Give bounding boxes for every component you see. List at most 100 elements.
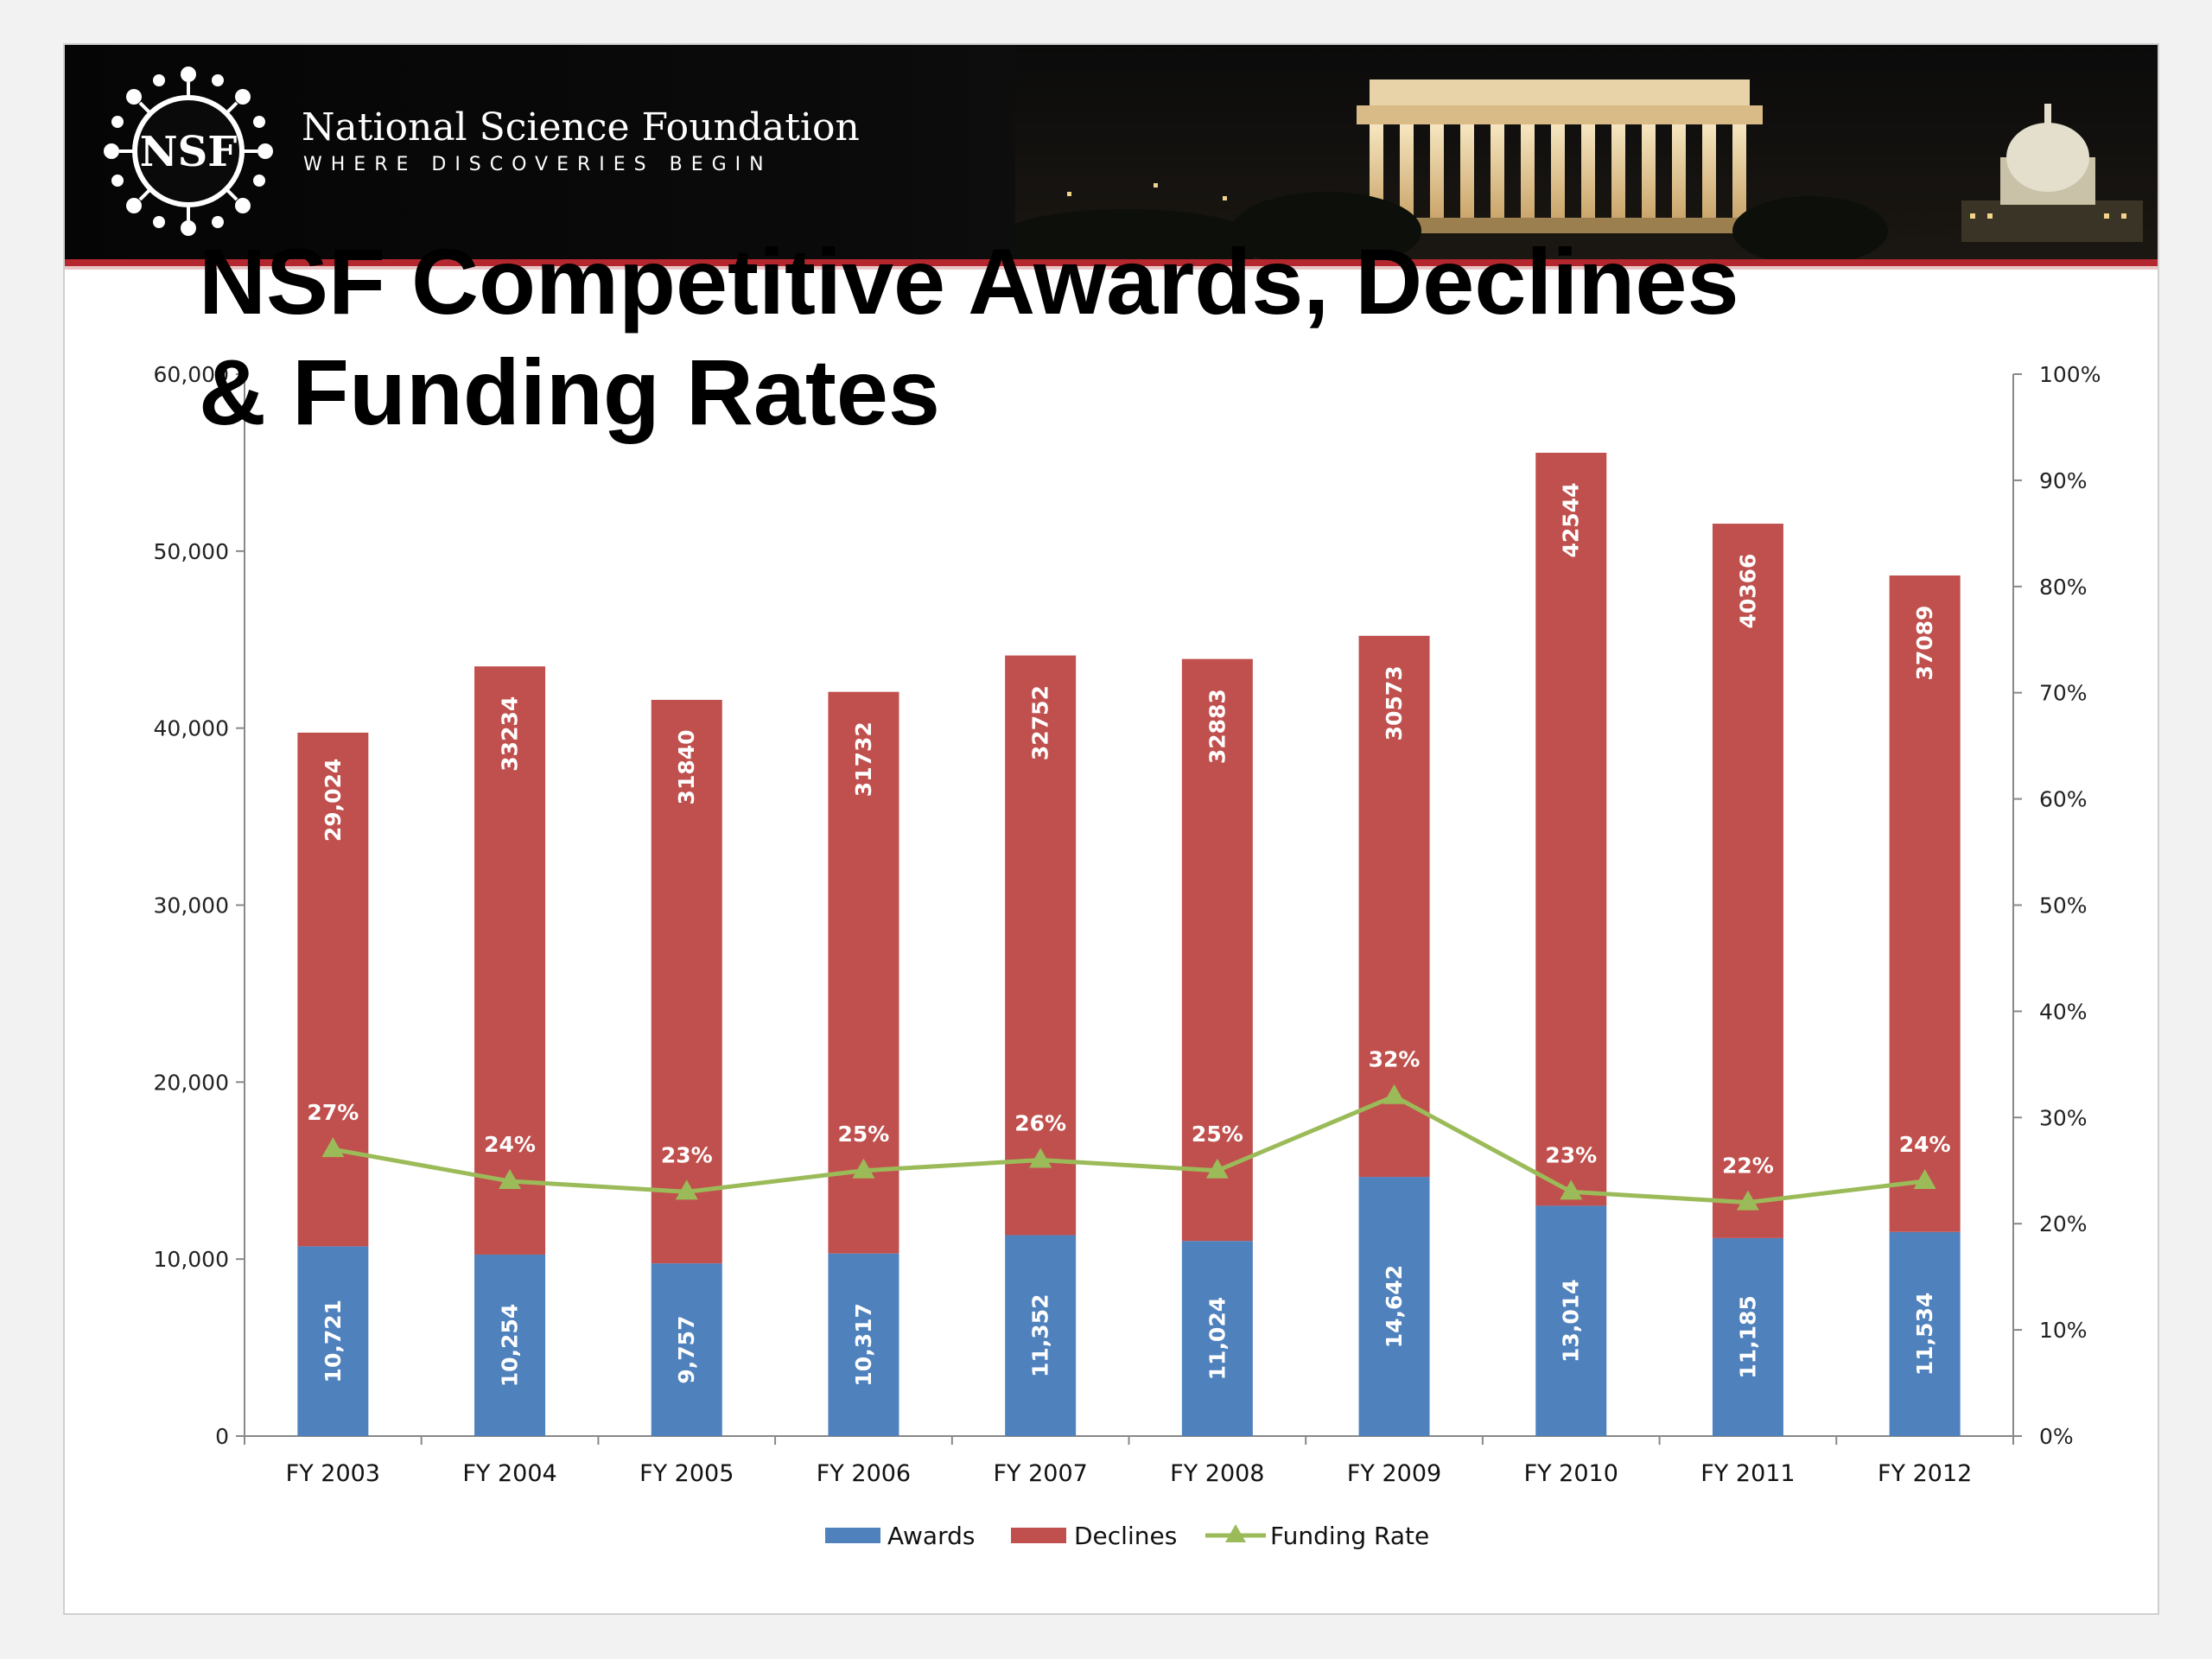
- chart-legend: Awards Declines Funding Rate: [825, 1522, 1429, 1550]
- banner-divider-light: [65, 266, 2158, 270]
- awards-label: 11,024: [1205, 1297, 1230, 1380]
- monuments-photo: [1015, 45, 2158, 259]
- declines-label: 31732: [851, 721, 876, 797]
- declines-label: 29,024: [321, 759, 346, 842]
- funding-rate-polyline: [332, 1093, 1925, 1205]
- funding-rate-label: 24%: [1899, 1132, 1951, 1157]
- funding-rate-marker: [1029, 1147, 1052, 1168]
- declines-bar: [1889, 575, 1961, 1232]
- awards-label: 10,254: [498, 1304, 523, 1387]
- funding-rate-marker: [1382, 1084, 1406, 1104]
- awards-bar: [474, 1254, 546, 1436]
- org-name: National Science Foundation: [302, 105, 860, 149]
- funding-rate-label: 23%: [661, 1142, 713, 1167]
- funding-rate-marker: [499, 1169, 522, 1190]
- awards-bar: [1535, 1205, 1607, 1436]
- declines-label: 31840: [674, 729, 699, 804]
- left-tick-label: 30,000: [154, 893, 229, 918]
- legend-awards-swatch: [825, 1528, 880, 1543]
- category-label: FY 2004: [462, 1460, 556, 1487]
- funding-rate-marker: [675, 1179, 698, 1200]
- chart-bars: 10,721 29,024 10,254 33234 9,757 31840 10,317 3…: [297, 452, 1961, 1436]
- funding-rate-label: 27%: [307, 1100, 359, 1125]
- funding-rate-marker: [852, 1158, 875, 1179]
- left-tick-label: 0: [215, 1424, 229, 1449]
- declines-label: 42544: [1559, 482, 1584, 557]
- funding-rate-marker: [321, 1137, 345, 1158]
- category-label: FY 2009: [1347, 1460, 1441, 1487]
- header-banner: NSF National Science Foundation WHERE DI…: [65, 45, 2158, 259]
- awards-bar: [1712, 1237, 1783, 1436]
- awards-bar: [1005, 1235, 1077, 1436]
- legend-declines-label: Declines: [1074, 1522, 1177, 1550]
- declines-bar: [1005, 655, 1077, 1236]
- right-tick-label: 30%: [2039, 1105, 2088, 1130]
- category-label: FY 2010: [1524, 1460, 1618, 1487]
- category-label: FY 2003: [286, 1460, 380, 1487]
- funding-rate-label: 24%: [484, 1132, 536, 1157]
- right-tick-label: 10%: [2039, 1318, 2088, 1343]
- declines-bar: [474, 666, 546, 1255]
- right-tick-label: 90%: [2039, 468, 2088, 493]
- awards-label: 13,014: [1559, 1279, 1584, 1362]
- funding-rate-label: 23%: [1545, 1142, 1597, 1167]
- awards-bar: [1181, 1241, 1253, 1436]
- chart-axes: 0 10,000 20,000 30,000 40,000 50,000 60,000 0% 1…: [154, 362, 2101, 1449]
- funding-rate-label: 25%: [838, 1122, 890, 1147]
- category-label: FY 2008: [1170, 1460, 1264, 1487]
- logo-text: NSF: [140, 128, 238, 176]
- chart-title-line-2: & Funding Rates: [199, 340, 940, 444]
- declines-label: 37089: [1912, 606, 1937, 681]
- right-tick-label: 0%: [2039, 1424, 2074, 1449]
- legend-rate-label: Funding Rate: [1270, 1522, 1429, 1550]
- funding-rate-marker: [1736, 1190, 1759, 1211]
- right-tick-label: 100%: [2039, 362, 2101, 387]
- category-axis: FY 2003 FY 2004 FY 2005 FY 2006 FY 2007 FY 20…: [286, 1460, 1973, 1487]
- left-tick-label: 50,000: [154, 539, 229, 564]
- chart-title-line-1: NSF Competitive Awards, Declines: [199, 229, 1739, 334]
- declines-label: 32752: [1028, 685, 1053, 760]
- left-tick-label: 10,000: [154, 1247, 229, 1272]
- right-tick-label: 40%: [2039, 999, 2088, 1024]
- awards-bar: [651, 1263, 722, 1436]
- right-tick-label: 20%: [2039, 1211, 2088, 1236]
- funding-rate-label: 26%: [1014, 1110, 1066, 1135]
- awards-label: 11,185: [1735, 1295, 1760, 1378]
- right-tick-label: 80%: [2039, 575, 2088, 600]
- right-tick-label: 60%: [2039, 787, 2088, 812]
- funding-rate-marker: [1205, 1158, 1229, 1179]
- declines-label: 30573: [1382, 665, 1407, 741]
- left-tick-label: 20,000: [154, 1070, 229, 1095]
- legend-declines-swatch: [1011, 1528, 1066, 1543]
- category-label: FY 2006: [817, 1460, 911, 1487]
- awards-label: 10,317: [851, 1303, 876, 1386]
- category-label: FY 2005: [639, 1460, 734, 1487]
- declines-bar: [297, 732, 369, 1247]
- right-tick-label: 70%: [2039, 681, 2088, 706]
- declines-bar: [1181, 658, 1253, 1242]
- funding-rate-marker: [1560, 1179, 1583, 1200]
- awards-bar: [828, 1253, 899, 1436]
- declines-bar: [1712, 524, 1783, 1238]
- funding-rate-line: 27% 24% 23% 25% 26% 25% 32% 23% 22% 24%: [307, 1047, 1951, 1211]
- declines-bar: [1535, 452, 1607, 1206]
- awards-bar: [297, 1246, 369, 1436]
- slide: NSF National Science Foundation WHERE DI…: [65, 45, 2158, 1613]
- funding-rate-marker: [1913, 1169, 1936, 1190]
- left-tick-label: 60,000: [154, 362, 229, 387]
- funding-rate-label: 25%: [1192, 1122, 1243, 1147]
- legend-rate-marker: [1225, 1524, 1246, 1542]
- nsf-logo-icon: NSF: [104, 67, 273, 236]
- category-label: FY 2011: [1700, 1460, 1795, 1487]
- awards-label: 11,534: [1912, 1293, 1937, 1376]
- funding-rate-label: 32%: [1369, 1047, 1421, 1072]
- category-label: FY 2007: [993, 1460, 1087, 1487]
- awards-bar: [1889, 1231, 1961, 1436]
- legend-awards-label: Awards: [887, 1522, 975, 1550]
- org-tagline: WHERE DISCOVERIES BEGIN: [303, 154, 772, 175]
- awards-label: 10,721: [321, 1300, 346, 1382]
- right-tick-label: 50%: [2039, 893, 2088, 918]
- declines-label: 33234: [498, 696, 523, 772]
- declines-label: 40366: [1735, 554, 1760, 629]
